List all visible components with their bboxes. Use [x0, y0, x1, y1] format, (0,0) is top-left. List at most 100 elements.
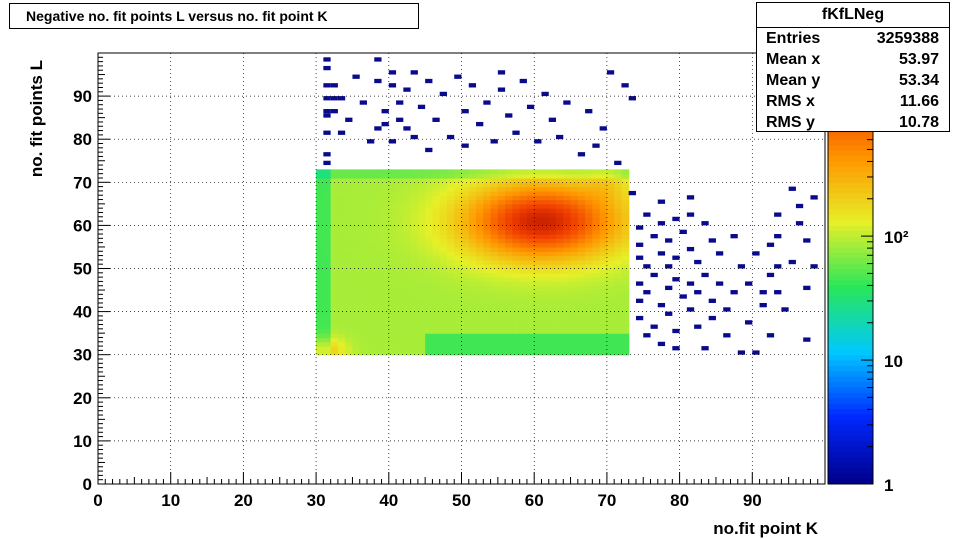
heatmap-cell: [519, 294, 528, 300]
heatmap-cell-sparse: [548, 117, 557, 122]
heatmap-cell: [606, 212, 615, 218]
heatmap-cell-sparse: [388, 70, 397, 75]
heatmap-cell: [541, 341, 550, 347]
heatmap-cell: [512, 294, 521, 300]
heatmap-cell: [599, 346, 608, 351]
heatmap-cell: [403, 277, 412, 283]
heatmap-cell: [374, 350, 383, 356]
heatmap-cell: [526, 255, 535, 261]
heatmap-cell: [461, 294, 470, 300]
heatmap-cell: [396, 238, 404, 244]
heatmap-cell: [570, 346, 579, 351]
heatmap-cell: [526, 246, 535, 252]
heatmap-cell: [352, 169, 361, 175]
heatmap-cell: [614, 173, 623, 179]
heatmap-cell-sparse: [403, 87, 411, 92]
heatmap-cell: [614, 268, 623, 274]
heatmap-cell: [614, 350, 623, 356]
heatmap-cell: [330, 333, 339, 339]
heatmap-cell: [476, 246, 484, 252]
heatmap-cell: [621, 182, 630, 188]
heatmap-cell: [519, 177, 528, 183]
heatmap-cell: [461, 307, 470, 313]
heatmap-cell: [396, 216, 404, 222]
heatmap-cell: [614, 324, 623, 330]
heatmap-cell: [446, 302, 455, 308]
heatmap-cell: [396, 268, 404, 274]
heatmap-cell: [461, 221, 470, 226]
heatmap-cell: [388, 216, 397, 222]
heatmap-cell: [330, 173, 339, 179]
heatmap-cell: [570, 182, 579, 188]
heatmap-cell: [345, 212, 354, 218]
heatmap-cell: [330, 259, 339, 265]
heatmap-cell: [403, 298, 412, 304]
heatmap-cell: [366, 199, 375, 205]
heatmap-cell: [614, 311, 623, 317]
heatmap-cell: [505, 177, 513, 183]
heatmap-cell: [468, 169, 477, 175]
heatmap-cell: [323, 328, 332, 334]
heatmap-cell: [374, 259, 383, 265]
heatmap-cell: [388, 294, 397, 300]
heatmap-cell: [541, 186, 550, 192]
heatmap-cell: [585, 264, 593, 270]
heatmap-cell: [359, 255, 368, 261]
heatmap-cell: [446, 294, 455, 300]
heatmap-cell: [432, 216, 441, 222]
heatmap-cell: [439, 320, 448, 326]
heatmap-cell: [396, 182, 404, 188]
heatmap-cell-sparse: [381, 109, 389, 114]
heatmap-cell: [366, 311, 375, 317]
heatmap-cell: [548, 290, 557, 295]
heatmap-cell: [381, 333, 390, 339]
heatmap-cell: [599, 259, 608, 265]
heatmap-cell: [548, 333, 557, 339]
heatmap-cell: [512, 268, 521, 274]
heatmap-cell: [592, 246, 601, 252]
heatmap-cell: [534, 177, 543, 183]
heatmap-cell: [476, 255, 484, 261]
heatmap-cell: [497, 264, 506, 270]
heatmap-cell: [461, 246, 470, 252]
heatmap-cell: [534, 221, 543, 226]
colorbar-segment: [828, 300, 873, 307]
heatmap-cell: [468, 212, 477, 218]
heatmap-cell: [388, 173, 397, 179]
y-tick-label: 70: [73, 173, 92, 192]
heatmap-cell: [592, 216, 601, 222]
heatmap-cell: [585, 190, 593, 196]
heatmap-cell: [337, 294, 346, 300]
heatmap-cell: [490, 315, 499, 321]
heatmap-cell: [621, 307, 630, 313]
stats-label: Entries: [766, 30, 821, 47]
heatmap-cell: [410, 177, 419, 183]
heatmap-cell: [468, 285, 477, 291]
heatmap-cell: [432, 229, 441, 235]
heatmap-cell: [446, 311, 455, 317]
heatmap-cell: [563, 225, 572, 231]
heatmap-cell: [439, 190, 448, 196]
heatmap-cell: [381, 212, 390, 218]
heatmap-cell-sparse: [635, 255, 644, 260]
heatmap-cell: [425, 229, 434, 235]
heatmap-cell-sparse: [323, 113, 331, 118]
heatmap-cell: [461, 328, 470, 334]
heatmap-cell: [476, 251, 484, 257]
heatmap-cell: [381, 311, 390, 317]
heatmap-cell: [490, 346, 499, 351]
heatmap-cell-sparse: [745, 281, 753, 286]
heatmap-cell: [585, 307, 593, 313]
heatmap-cell-sparse: [621, 83, 629, 88]
heatmap-cell: [439, 281, 448, 287]
heatmap-cell: [454, 169, 463, 175]
heatmap-cell-sparse: [585, 109, 593, 114]
heatmap-cell: [403, 195, 412, 201]
heatmap-cell: [454, 324, 463, 330]
heatmap-cell: [505, 195, 513, 201]
heatmap-cell: [454, 251, 463, 257]
heatmap-cell: [490, 298, 499, 304]
heatmap-cell: [483, 190, 492, 196]
heatmap-cell: [526, 281, 535, 287]
heatmap-cell: [366, 229, 375, 235]
